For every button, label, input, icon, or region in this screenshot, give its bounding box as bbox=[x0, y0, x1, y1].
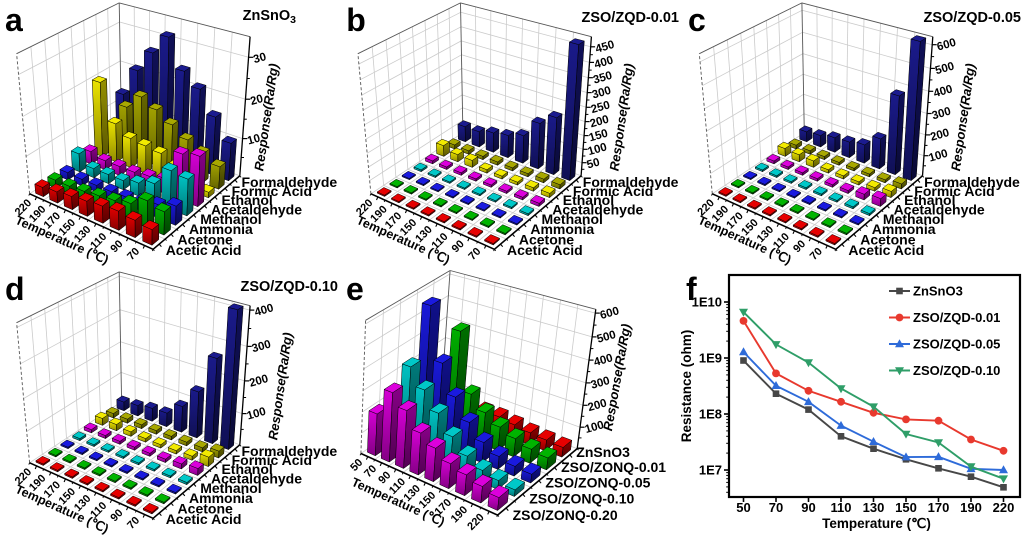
svg-text:a: a bbox=[5, 2, 23, 38]
svg-text:Formaldehyde: Formaldehyde bbox=[583, 174, 679, 190]
svg-text:ZnSnO3: ZnSnO3 bbox=[243, 8, 297, 26]
svg-text:e: e bbox=[346, 271, 364, 307]
svg-text:ZSO/ZONQ-0.05: ZSO/ZONQ-0.05 bbox=[545, 475, 650, 491]
svg-text:c: c bbox=[688, 2, 706, 38]
svg-text:150: 150 bbox=[895, 500, 917, 515]
svg-text:ZnSnO3: ZnSnO3 bbox=[576, 444, 630, 460]
svg-text:1E7: 1E7 bbox=[699, 463, 722, 478]
svg-text:220: 220 bbox=[993, 500, 1015, 515]
svg-text:f: f bbox=[686, 271, 697, 307]
svg-text:ZnSnO3: ZnSnO3 bbox=[913, 284, 963, 299]
svg-text:1E8: 1E8 bbox=[699, 407, 722, 422]
svg-text:90: 90 bbox=[801, 500, 815, 515]
svg-text:110: 110 bbox=[831, 500, 852, 515]
svg-text:Formaldehyde: Formaldehyde bbox=[924, 174, 1020, 190]
svg-text:ZSO/ZQD-0.05: ZSO/ZQD-0.05 bbox=[924, 10, 1022, 26]
svg-text:Resistance (ohm): Resistance (ohm) bbox=[679, 330, 694, 443]
svg-text:ZSO/ZONQ-0.10: ZSO/ZONQ-0.10 bbox=[529, 491, 634, 507]
svg-text:d: d bbox=[5, 271, 25, 307]
svg-text:170: 170 bbox=[928, 500, 950, 515]
svg-text:Temperature (℃): Temperature (℃) bbox=[822, 516, 931, 531]
svg-text:b: b bbox=[346, 2, 366, 38]
svg-text:130: 130 bbox=[863, 500, 885, 515]
svg-text:Formaldehyde: Formaldehyde bbox=[241, 174, 337, 190]
svg-text:190: 190 bbox=[960, 500, 982, 515]
svg-text:ZSO/ZQD-0.10: ZSO/ZQD-0.10 bbox=[241, 279, 339, 295]
svg-text:ZSO/ZONQ-0.01: ZSO/ZONQ-0.01 bbox=[561, 459, 666, 475]
svg-text:ZSO/ZQD-0.01: ZSO/ZQD-0.01 bbox=[913, 310, 1000, 325]
svg-text:50: 50 bbox=[736, 500, 750, 515]
svg-text:ZSO/ZQD-0.01: ZSO/ZQD-0.01 bbox=[582, 10, 680, 26]
svg-text:70: 70 bbox=[769, 500, 783, 515]
svg-text:ZSO/ZQD-0.05: ZSO/ZQD-0.05 bbox=[913, 337, 1000, 352]
svg-text:Formaldehyde: Formaldehyde bbox=[241, 443, 337, 459]
svg-text:1E9: 1E9 bbox=[699, 351, 722, 366]
svg-text:ZSO/ZQD-0.10: ZSO/ZQD-0.10 bbox=[913, 363, 1000, 378]
svg-text:ZSO/ZONQ-0.20: ZSO/ZONQ-0.20 bbox=[513, 507, 618, 523]
